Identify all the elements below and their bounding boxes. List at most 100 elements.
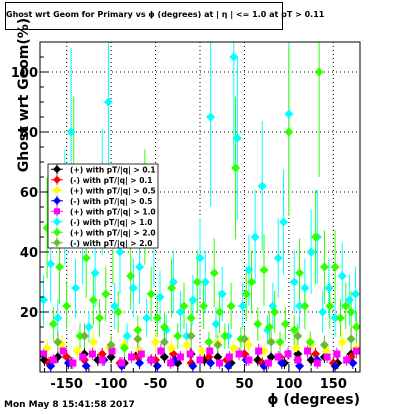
data-point [159,322,169,332]
data-point [133,325,143,335]
data-point [103,97,113,107]
data-point [277,358,287,368]
x-axis-title: ϕ (degrees) [267,392,360,408]
legend-label: (-) with pT/|q| > 2.0 [70,239,152,249]
data-point [274,353,282,361]
data-point [175,307,185,317]
data-point [247,277,257,287]
data-point [118,359,126,367]
data-point [39,295,49,305]
data-point [142,313,152,323]
legend-marker [54,208,60,215]
data-point [351,289,361,299]
data-point [319,340,329,350]
data-point [188,295,198,305]
x-tick-label: 0 [195,377,204,392]
data-point [88,295,98,305]
x-tick-label: 100 [275,377,302,392]
data-point [330,262,340,272]
data-point [335,313,345,323]
data-point [48,319,58,329]
legend-label: (+) with pT/|q| > 0.1 [70,165,156,175]
data-point [151,337,161,347]
data-point [330,313,340,323]
data-point [306,355,316,365]
data-point [232,133,242,143]
data-point [173,331,183,341]
data-point [311,232,321,242]
data-point [244,265,254,275]
data-point [195,253,205,263]
data-point [318,307,328,317]
data-point [200,277,210,287]
data-point [113,307,123,317]
data-point [295,361,305,371]
data-point [337,337,347,347]
data-point [295,268,305,278]
data-point [304,347,312,355]
data-point [324,283,334,293]
data-point [84,322,94,332]
y-tick-label: 40 [20,246,38,261]
data-point [241,289,251,299]
data-point [176,353,184,361]
data-point [289,277,299,287]
data-point [147,356,155,364]
data-point [344,295,354,305]
data-point [295,301,305,311]
data-point [81,253,91,263]
x-tick-label: -150 [50,377,83,392]
data-point [72,346,82,356]
data-point [204,337,214,347]
data-point [238,301,248,311]
data-point [264,359,272,367]
data-point [159,352,169,362]
data-point [79,331,89,341]
data-point [229,343,239,353]
data-point [128,353,136,361]
data-point [313,359,321,367]
legend-label: (-) with pT/|q| > 0.5 [70,197,152,207]
data-point [197,346,207,356]
data-point [211,319,221,329]
data-point [352,347,360,355]
data-point [245,356,253,364]
data-point [128,283,138,293]
data-point [188,361,198,371]
data-point [167,283,177,293]
data-point [280,319,290,329]
x-tick-label: -100 [95,377,128,392]
data-point [186,313,196,323]
data-point [46,259,56,269]
data-point [40,350,48,358]
data-point [223,361,233,371]
legend-marker [53,196,61,205]
legend-label: (-) with pT/|q| > 0.1 [70,176,152,186]
data-point [182,340,192,350]
data-point [273,253,283,263]
legend-marker [53,217,61,226]
data-point [88,350,96,358]
data-point [146,289,156,299]
data-point [115,247,125,257]
data-point [206,358,216,368]
legend-label: (+) with pT/|q| > 1.0 [70,207,156,217]
data-point [226,301,236,311]
data-point [133,334,143,344]
chart-title: Ghost wrt Geom for Primary vs ϕ (degrees… [6,10,325,19]
data-point [79,353,87,361]
data-point [135,358,145,368]
data-point [346,334,356,344]
data-point [213,340,223,350]
data-point [186,350,194,358]
data-point [294,356,302,364]
data-point [101,289,111,299]
legend-marker [53,238,61,247]
data-point [229,52,239,62]
data-point [46,361,56,371]
data-point [49,356,57,364]
data-point [119,343,129,353]
data-point [293,331,303,341]
data-point [239,334,249,344]
data-point [90,268,100,278]
